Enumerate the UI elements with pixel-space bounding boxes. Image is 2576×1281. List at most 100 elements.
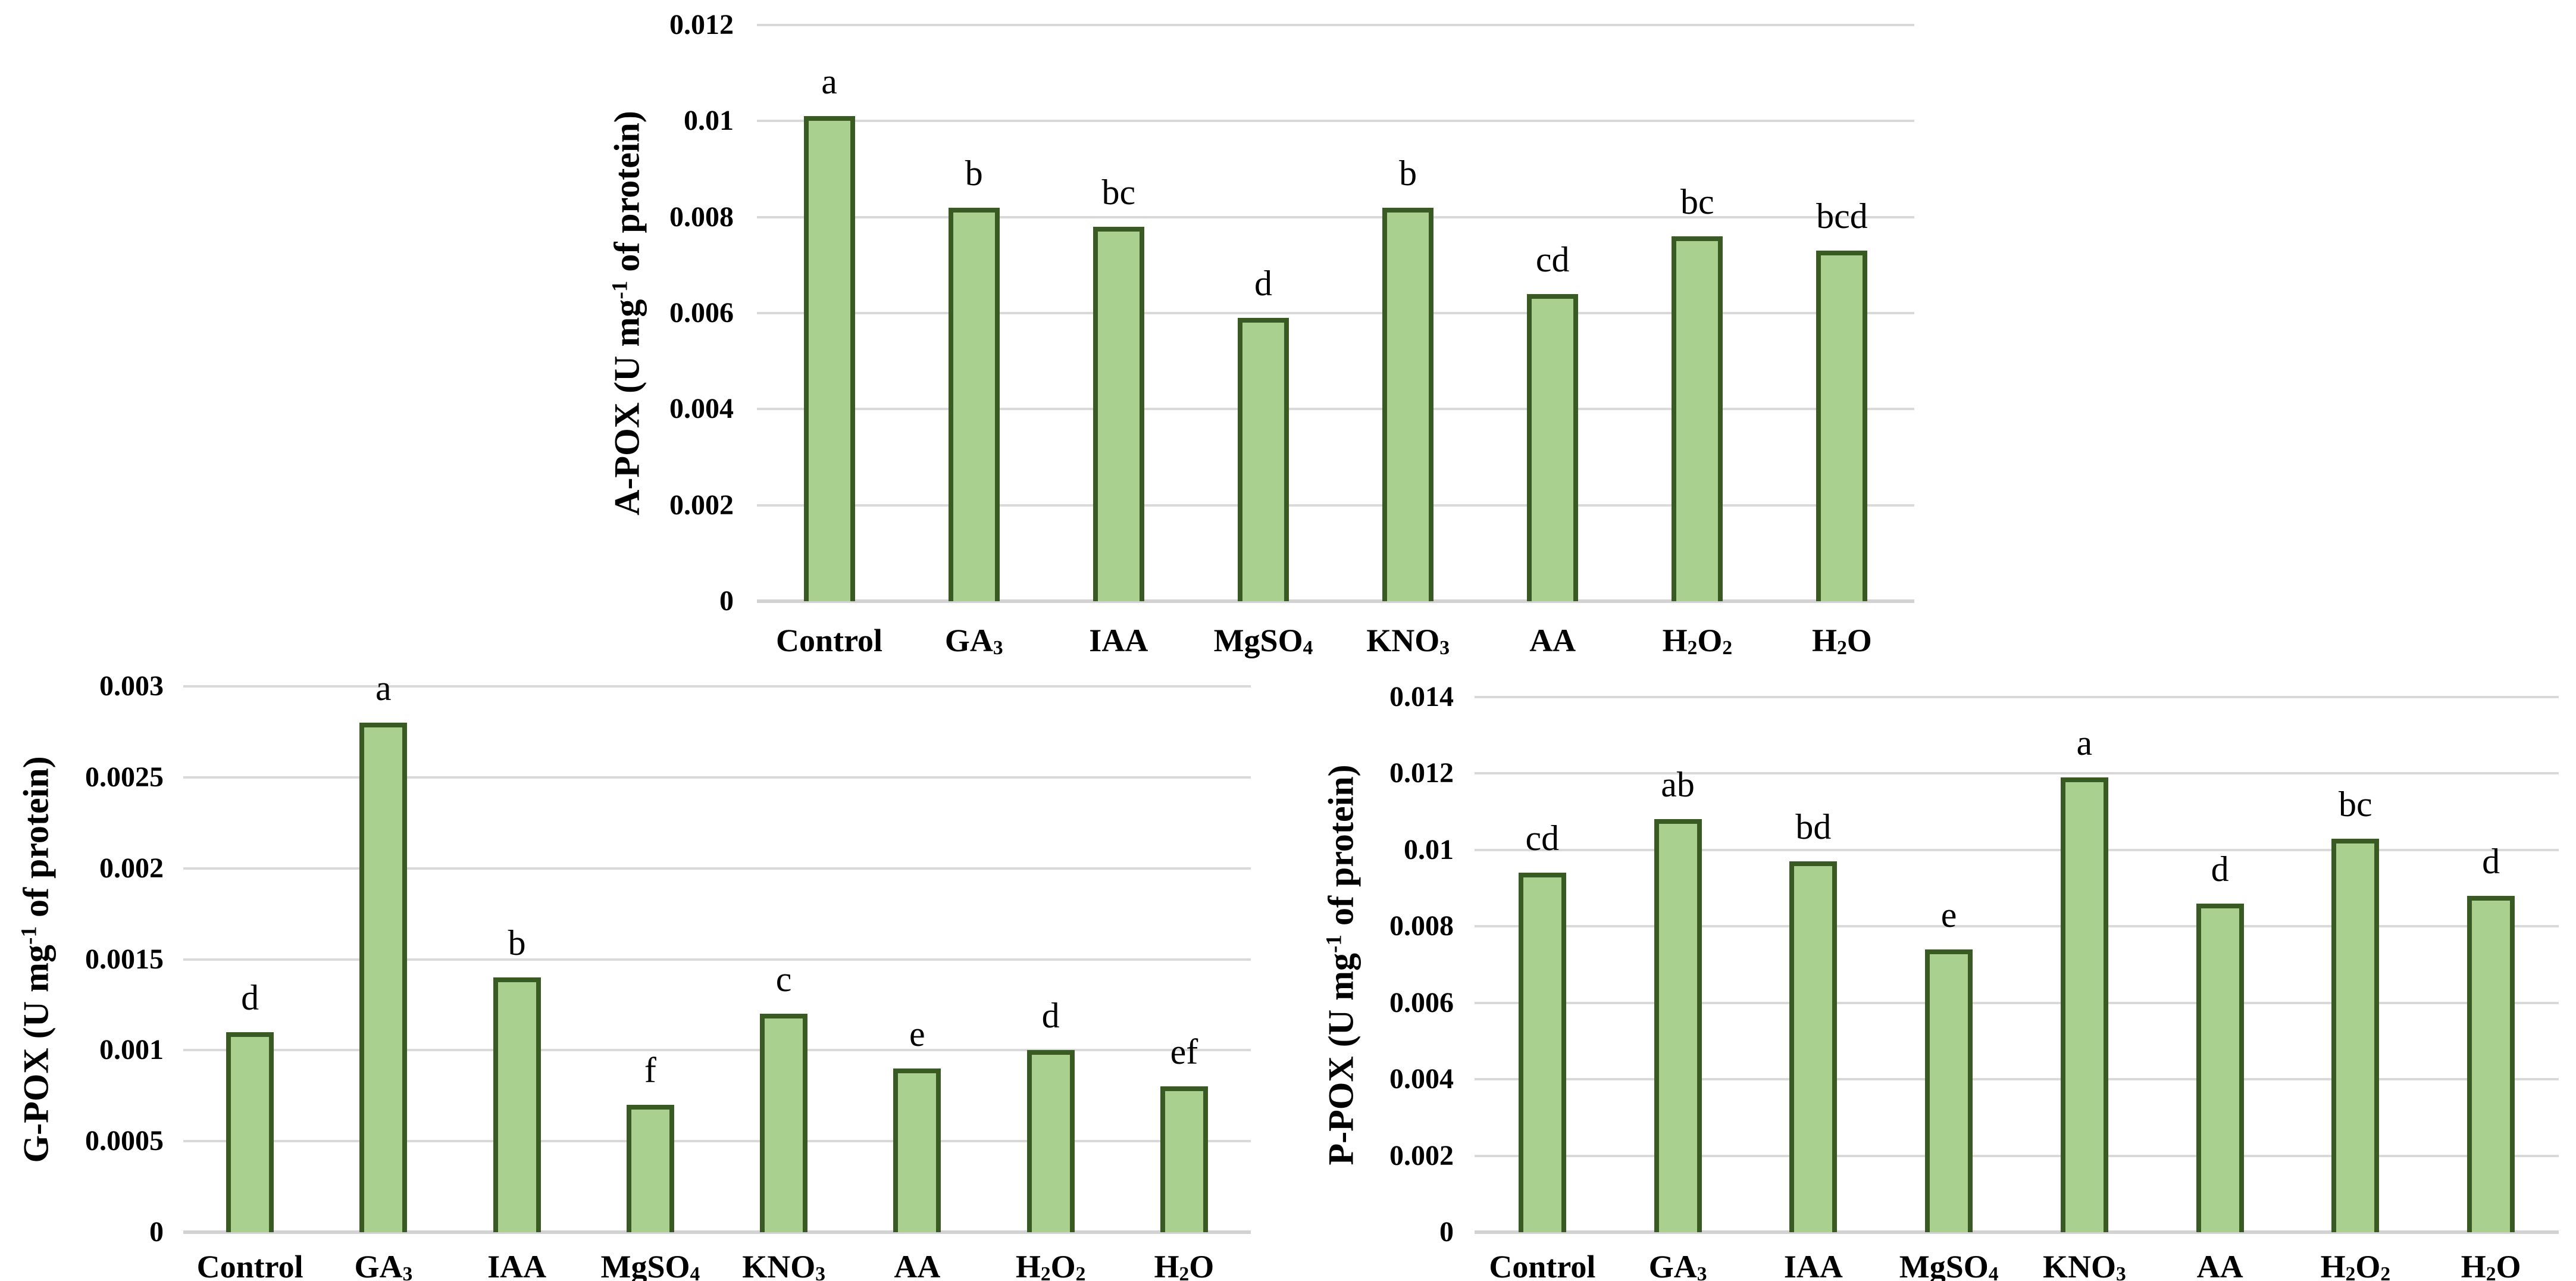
- gridline: [183, 685, 1251, 688]
- subscript: 3: [1697, 1263, 1707, 1281]
- y-tick-label: 0.001: [99, 1034, 164, 1066]
- gridline: [757, 312, 1914, 314]
- bar-a-pox-4: [1382, 207, 1434, 601]
- bar-g-pox-7: [1160, 1086, 1208, 1232]
- y-tick-label: 0.004: [669, 393, 734, 425]
- subscript: 2: [2486, 1263, 2496, 1281]
- subscript: 2: [1837, 637, 1847, 660]
- gridline: [183, 958, 1251, 961]
- y-tick-label: 0.003: [99, 670, 164, 702]
- bar-p-pox-5: [2196, 903, 2244, 1232]
- bar-a-pox-2: [1093, 226, 1144, 601]
- x-category-label: H2O2: [1016, 1250, 1086, 1281]
- x-category-label: MgSO4: [1213, 623, 1313, 660]
- y-tick-label: 0.012: [1389, 757, 1454, 789]
- gridline: [1475, 696, 2559, 698]
- subscript: 3: [402, 1263, 413, 1281]
- sig-letter: a: [2076, 723, 2093, 763]
- x-category-label: Control: [1489, 1249, 1596, 1281]
- bar-p-pox-1: [1654, 819, 1702, 1232]
- sig-letter: e: [1940, 895, 1957, 935]
- x-category-label: IAA: [1089, 623, 1148, 658]
- sig-letter: b: [508, 923, 526, 963]
- sig-letter: a: [821, 62, 837, 102]
- gridline: [1475, 1078, 2559, 1081]
- y-tick-label: 0: [149, 1216, 164, 1248]
- gridline: [1475, 772, 2559, 775]
- x-category-label: Control: [776, 623, 883, 658]
- sig-letter: cd: [1535, 239, 1570, 279]
- subscript: 4: [690, 1263, 700, 1281]
- subscript: 3: [2116, 1263, 2126, 1281]
- bar-g-pox-5: [893, 1068, 941, 1232]
- sig-letter: cd: [1525, 818, 1560, 858]
- x-category-label: KNO3: [1366, 623, 1450, 660]
- bar-g-pox-1: [359, 723, 408, 1232]
- x-category-label: Control: [196, 1249, 303, 1281]
- gridline: [1475, 848, 2559, 851]
- x-category-label: GA3: [944, 623, 1003, 660]
- gridline: [183, 776, 1251, 779]
- sig-letter: d: [2482, 841, 2500, 881]
- bar-a-pox-6: [1672, 236, 1723, 601]
- gridline: [183, 1049, 1251, 1052]
- bar-a-pox-5: [1527, 293, 1579, 601]
- y-tick-label: 0.002: [669, 489, 734, 521]
- y-tick-label: 0.0015: [85, 943, 164, 975]
- gridline: [757, 120, 1914, 123]
- y-tick-label: 0.01: [1404, 833, 1454, 866]
- bar-p-pox-4: [2060, 777, 2108, 1232]
- bar-g-pox-3: [626, 1105, 674, 1232]
- y-tick-label: 0.006: [1389, 986, 1454, 1018]
- gridline: [757, 504, 1914, 507]
- y-tick-label: 0.004: [1389, 1063, 1454, 1095]
- sig-letter: d: [2211, 849, 2229, 889]
- gridline: [757, 215, 1914, 218]
- x-category-label: H2O: [1812, 623, 1872, 660]
- y-tick-label: 0: [1439, 1216, 1454, 1248]
- x-category-label: MgSO4: [601, 1250, 700, 1281]
- gridline: [757, 408, 1914, 411]
- x-category-label: AA: [1529, 623, 1576, 658]
- bar-a-pox-7: [1816, 251, 1868, 601]
- bar-g-pox-0: [226, 1032, 274, 1232]
- bar-p-pox-0: [1518, 873, 1566, 1232]
- y-tick-label: 0.002: [99, 852, 164, 884]
- sig-letter: d: [1254, 264, 1272, 304]
- y-tick-label: 0.008: [1389, 910, 1454, 942]
- bar-g-pox-4: [760, 1014, 808, 1232]
- sig-letter: f: [644, 1051, 656, 1091]
- x-category-label: KNO3: [2043, 1250, 2126, 1281]
- subscript: 3: [1439, 637, 1450, 660]
- x-category-label: H2O2: [1662, 623, 1733, 660]
- sig-letter: a: [375, 668, 392, 708]
- y-tick-label: 0.0025: [85, 761, 164, 793]
- sig-letter: bcd: [1816, 196, 1868, 236]
- gridline: [1475, 1154, 2559, 1157]
- gridline: [757, 24, 1914, 26]
- x-category-label: MgSO4: [1899, 1250, 1999, 1281]
- bar-g-pox-2: [493, 977, 541, 1232]
- y-tick-label: 0.002: [1389, 1139, 1454, 1171]
- bar-p-pox-6: [2331, 838, 2380, 1232]
- sig-letter: bc: [1680, 182, 1714, 221]
- subscript: 2: [1075, 1263, 1086, 1281]
- sig-letter: b: [1399, 153, 1417, 193]
- x-category-label: AA: [2196, 1249, 2243, 1281]
- subscript: 3: [815, 1263, 825, 1281]
- p-pox-y-axis-title: P-POX (U mg-1 of protein): [1321, 764, 1361, 1166]
- bar-p-pox-2: [1789, 861, 1838, 1232]
- bar-a-pox-1: [948, 207, 1000, 601]
- x-category-label: IAA: [1783, 1249, 1843, 1281]
- x-category-label: GA3: [1649, 1250, 1707, 1281]
- x-axis-line: [1475, 1230, 2559, 1234]
- sig-letter: ef: [1170, 1032, 1198, 1072]
- subscript: 2: [2345, 1263, 2356, 1281]
- x-category-label: GA3: [355, 1250, 413, 1281]
- x-category-label: AA: [894, 1249, 941, 1281]
- y-tick-label: 0.0005: [85, 1125, 164, 1157]
